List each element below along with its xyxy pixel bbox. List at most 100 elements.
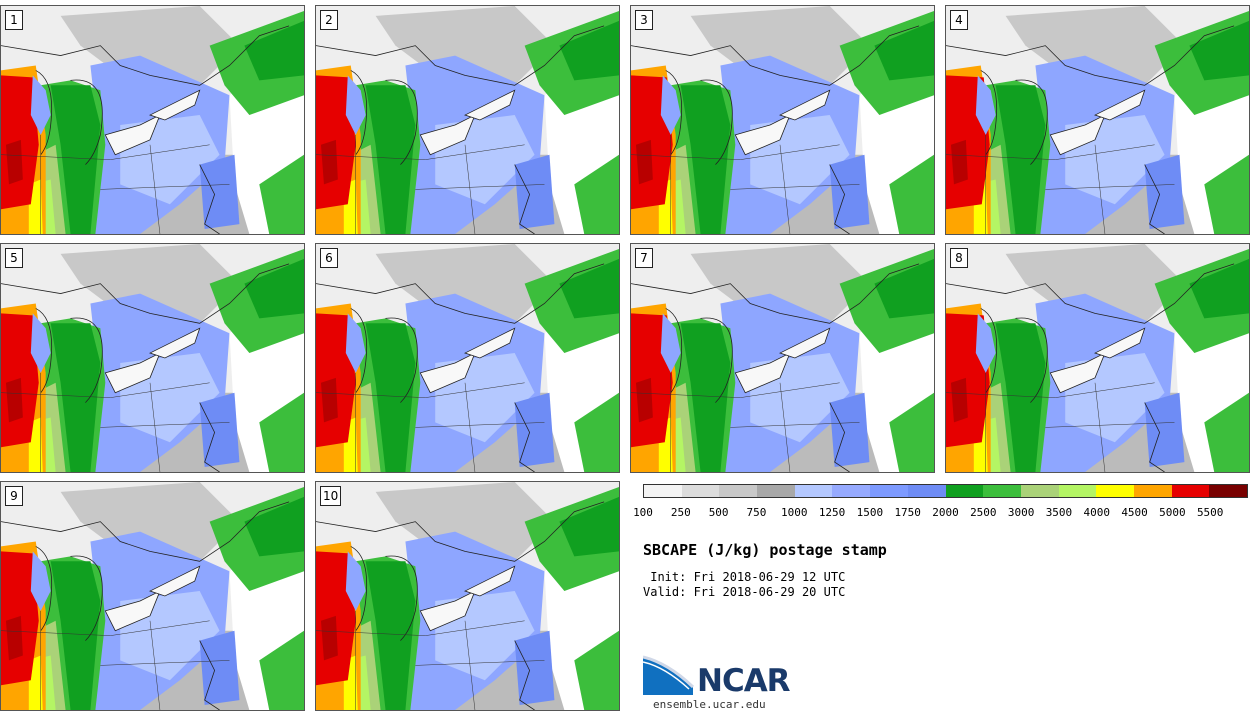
map-shape	[463, 327, 516, 359]
map-shape	[35, 70, 53, 155]
map-shape	[829, 402, 850, 472]
map-shape	[660, 313, 681, 373]
map-shape	[574, 154, 619, 234]
map-shape	[60, 6, 240, 86]
colorbar-tick-label: 3000	[1007, 506, 1035, 519]
map-shape	[316, 372, 545, 472]
map-shape	[345, 313, 366, 373]
map-shape	[980, 308, 998, 393]
member-number: 8	[950, 248, 968, 268]
map-shape	[1, 134, 230, 234]
map-shape	[995, 85, 1046, 234]
sbcape-map	[631, 244, 934, 472]
map-shape	[199, 154, 240, 230]
map-shape	[320, 615, 338, 661]
map-shape	[5, 139, 23, 185]
map-shape	[148, 89, 201, 121]
map-shape	[104, 352, 161, 394]
colorbar-swatch	[719, 485, 758, 497]
map-panel: 1	[0, 5, 305, 235]
sbcape-map	[946, 244, 1249, 472]
map-shape	[946, 25, 1235, 86]
map-shape	[345, 551, 366, 611]
map-shape	[514, 392, 555, 468]
colorbar-swatch	[794, 485, 833, 497]
map-shape	[350, 70, 368, 155]
map-shape	[975, 313, 996, 373]
map-shape	[1144, 392, 1185, 468]
map-panel: 2	[315, 5, 620, 235]
map-shape	[316, 610, 545, 710]
colorbar-swatch	[907, 485, 946, 497]
member-number: 7	[635, 248, 653, 268]
map-shape	[1015, 317, 1048, 403]
colorbar-tick-label: 4500	[1121, 506, 1148, 519]
map-shape	[514, 402, 535, 472]
map-shape	[350, 546, 368, 631]
map-shape	[365, 85, 416, 234]
map-shape	[946, 372, 1175, 472]
map-shape	[665, 70, 683, 155]
map-shape	[419, 114, 476, 156]
map-shape	[950, 377, 968, 423]
map-shape	[5, 377, 23, 423]
map-shape	[1189, 20, 1249, 81]
colorbar-swatch	[757, 485, 795, 497]
map-shape	[345, 75, 366, 135]
map-shape	[365, 323, 416, 472]
map-shape	[60, 244, 240, 324]
map-shape	[700, 317, 733, 403]
map-shape	[1204, 392, 1249, 472]
colorbar-swatch	[870, 485, 908, 497]
map-shape	[419, 590, 476, 632]
map-shape	[1005, 244, 1185, 324]
map-shape	[874, 20, 934, 81]
member-number: 1	[5, 10, 23, 30]
map-shape	[680, 85, 731, 234]
colorbar-swatch	[644, 485, 682, 497]
map-shape	[829, 154, 870, 230]
map-shape	[35, 308, 53, 393]
map-shape	[50, 85, 101, 234]
map-shape	[463, 89, 516, 121]
map-shape	[320, 139, 338, 185]
map-shape	[316, 263, 605, 324]
map-shape	[199, 392, 240, 468]
colorbar-tick-label: 1250	[818, 506, 846, 519]
map-shape	[350, 308, 368, 393]
map-shape	[419, 352, 476, 394]
map-shape	[574, 630, 619, 710]
map-panel: 6	[315, 243, 620, 473]
map-shape	[559, 258, 619, 319]
map-shape	[1, 501, 290, 562]
map-shape	[778, 89, 831, 121]
map-shape	[680, 323, 731, 472]
colorbar-swatch	[1209, 485, 1247, 497]
map-shape	[70, 317, 103, 403]
colorbar-swatch	[983, 485, 1021, 497]
colorbar-tick-label: 4000	[1083, 506, 1111, 519]
map-shape	[259, 392, 304, 472]
map-shape	[28, 655, 43, 710]
map-shape	[946, 263, 1235, 324]
map-shape	[199, 164, 220, 234]
map-shape	[995, 323, 1046, 472]
map-shape	[1, 372, 230, 472]
init-time: Init: Fri 2018-06-29 12 UTC	[643, 570, 846, 584]
sbcape-map	[946, 6, 1249, 234]
map-shape	[385, 317, 418, 403]
map-shape	[665, 308, 683, 393]
map-shape	[690, 244, 870, 324]
member-number: 9	[5, 486, 23, 506]
map-shape	[316, 134, 545, 234]
colorbar-swatch	[681, 485, 720, 497]
map-shape	[635, 139, 653, 185]
colorbar-tick-label: 1000	[781, 506, 808, 519]
map-shape	[874, 258, 934, 319]
map-shape	[385, 79, 418, 165]
map-shape	[631, 25, 920, 86]
member-number: 5	[5, 248, 23, 268]
member-number: 3	[635, 10, 653, 30]
map-shape	[385, 555, 418, 641]
map-shape	[559, 20, 619, 81]
